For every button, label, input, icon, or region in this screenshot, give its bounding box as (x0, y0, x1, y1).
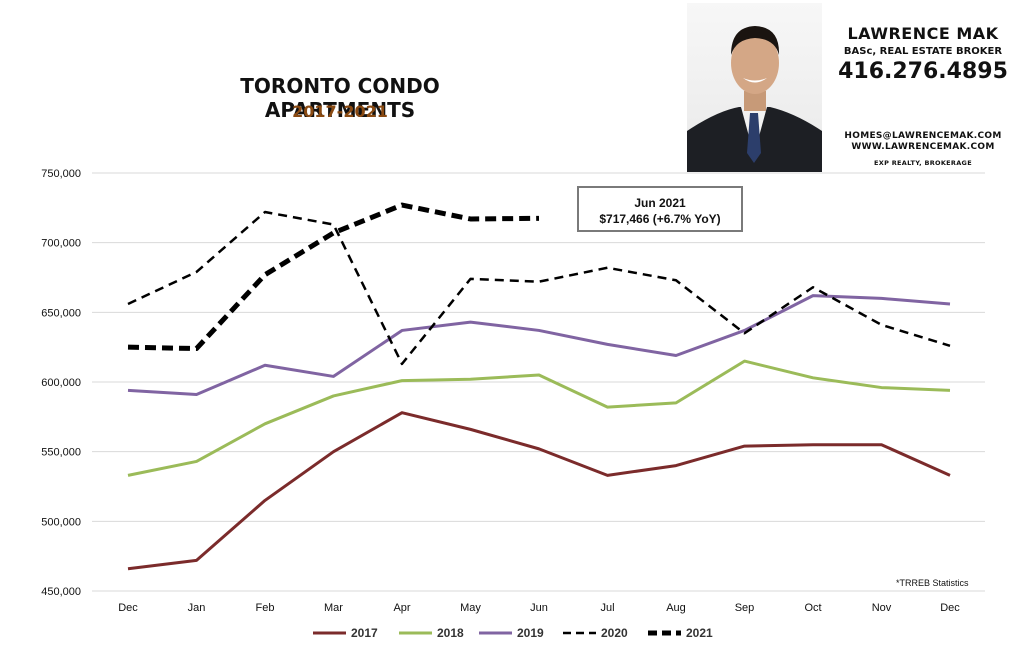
series-lines (127, 202, 951, 571)
x-tick-label: Mar (324, 602, 343, 614)
x-tick-label: Dec (118, 602, 138, 614)
callout-annotation: Jun 2021 $717,466 (+6.7% YoY) (577, 186, 743, 232)
agent-name: LAWRENCE MAK (847, 24, 999, 43)
x-tick-label: Aug (666, 602, 686, 614)
agent-email: HOMES@LAWRENCEMAK.COM (844, 131, 1002, 141)
legend-label-2021: 2021 (686, 626, 713, 640)
y-tick-label: 550,000 (41, 447, 81, 459)
x-tick-label: Jan (188, 602, 206, 614)
x-tick-label: Nov (872, 602, 892, 614)
x-tick-label: Apr (393, 602, 410, 614)
agent-website: WWW.LAWRENCEMAK.COM (851, 142, 995, 152)
series-line-2017 (127, 411, 951, 571)
x-tick-label: Oct (804, 602, 821, 614)
agent-brokerage: EXP REALTY, BROKERAGE (874, 159, 972, 167)
x-tick-label: Feb (256, 602, 275, 614)
chart-title: TORONTO CONDO APARTMENTS (240, 74, 440, 122)
x-axis-tick-labels: Dec Jan Feb Mar Apr May Jun Jul Aug Sep Oct Nov Dec (118, 602, 960, 614)
y-tick-label: 500,000 (41, 516, 81, 528)
y-tick-label: 600,000 (41, 377, 81, 389)
series-line-2019 (127, 294, 951, 397)
y-tick-label: 750,000 (41, 168, 81, 180)
legend-label-2017: 2017 (351, 626, 378, 640)
series-line-2018 (127, 359, 951, 477)
x-tick-label: May (460, 602, 481, 614)
callout-line-2: $717,466 (+6.7% YoY) (599, 212, 721, 226)
series-line-2021 (127, 202, 540, 352)
legend: 2017 2018 2019 2020 2021 (313, 626, 713, 640)
agent-contact: HOMES@LAWRENCEMAK.COM WWW.LAWRENCEMAK.CO… (830, 131, 1016, 169)
agent-phone: 416.276.4895 (838, 59, 1008, 84)
y-tick-label: 650,000 (41, 307, 81, 319)
x-tick-label: Dec (940, 602, 960, 614)
x-tick-label: Sep (735, 602, 755, 614)
y-tick-label: 700,000 (41, 238, 81, 250)
chart-subtitle: 2017-2021 (292, 102, 388, 121)
legend-label-2019: 2019 (517, 626, 544, 640)
agent-role: BASc, REAL ESTATE BROKER (843, 46, 1003, 57)
y-tick-label: 450,000 (41, 586, 81, 598)
agent-info: LAWRENCE MAK BASc, REAL ESTATE BROKER 41… (830, 24, 1016, 84)
callout-line-1: Jun 2021 (634, 196, 686, 210)
agent-photo (687, 3, 822, 172)
series-line-2020 (127, 210, 951, 366)
source-note: *TRREB Statistics (896, 578, 969, 588)
x-tick-label: Jul (600, 602, 614, 614)
legend-label-2020: 2020 (601, 626, 628, 640)
legend-label-2018: 2018 (437, 626, 464, 640)
y-axis-tick-labels: 450,000 500,000 550,000 600,000 650,000 700,0… (41, 168, 81, 598)
x-tick-label: Jun (530, 602, 548, 614)
